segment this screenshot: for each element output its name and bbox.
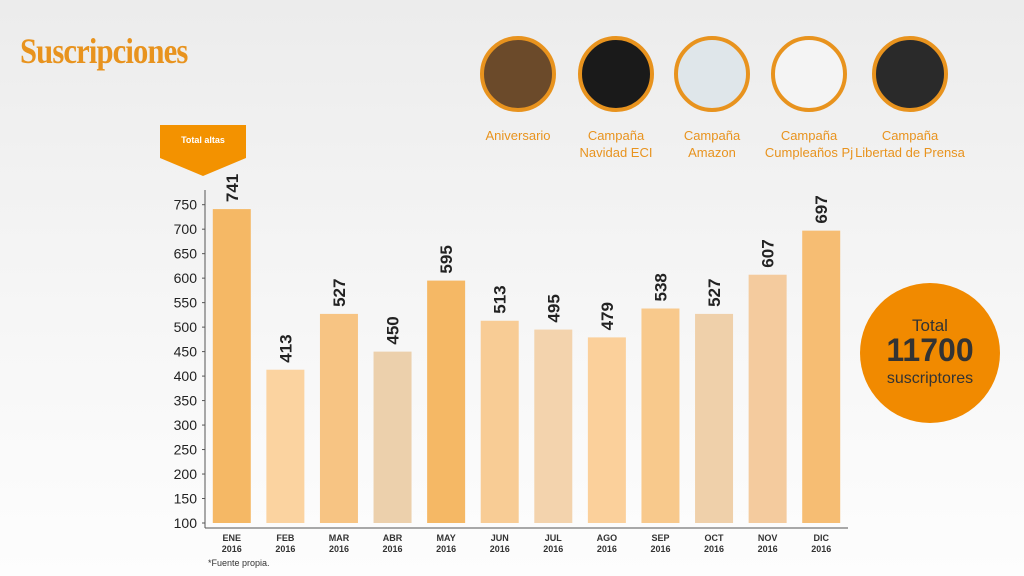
campaign-image xyxy=(872,36,948,112)
bar xyxy=(534,329,573,523)
y-tick-label: 500 xyxy=(174,319,198,335)
value-label: 697 xyxy=(812,195,831,223)
y-tick-label: 100 xyxy=(174,515,198,531)
highlight-label: Total altas xyxy=(181,135,225,145)
x-tick-label: AGO 2016 xyxy=(596,533,618,554)
value-label: 538 xyxy=(651,273,670,301)
bar xyxy=(748,274,787,523)
y-tick-label: 750 xyxy=(174,197,198,213)
x-tick-label: ENE 2016 xyxy=(221,533,242,554)
bar xyxy=(373,351,412,523)
x-tick-label: ABR 2016 xyxy=(382,533,403,554)
x-tick-label: FEB 2016 xyxy=(275,533,296,554)
value-label: 495 xyxy=(544,294,563,322)
x-tick-label: DIC 2016 xyxy=(811,533,832,554)
campaign-label: Cumpleaños Pj xyxy=(764,145,854,160)
x-tick-label: JUL 2016 xyxy=(543,533,564,554)
value-label: 479 xyxy=(598,302,617,330)
y-tick-label: 350 xyxy=(174,393,198,409)
value-label: 413 xyxy=(276,334,295,362)
total-label: Total xyxy=(912,316,948,335)
value-label: 450 xyxy=(384,316,403,344)
value-label: 607 xyxy=(759,239,778,267)
campaign-label: Libertad de Prensa xyxy=(855,145,965,160)
bar xyxy=(266,369,305,523)
x-tick-label: OCT 2016 xyxy=(704,533,725,554)
total-circle xyxy=(860,283,1000,423)
bar xyxy=(427,280,466,523)
total-unit: suscriptores xyxy=(886,370,974,387)
campaign-image xyxy=(578,36,654,112)
campaign-label: Campaña xyxy=(683,128,741,143)
campaign-image xyxy=(480,36,556,112)
y-tick-label: 250 xyxy=(174,442,198,458)
campaign-label: Aniversario xyxy=(485,128,551,143)
bar xyxy=(587,337,626,523)
x-tick-label: NOV 2016 xyxy=(757,533,778,554)
total-value: 11700 xyxy=(886,332,974,368)
y-tick-label: 200 xyxy=(174,466,198,482)
bar xyxy=(641,308,680,523)
value-label: 527 xyxy=(705,279,724,307)
campaign-images xyxy=(480,36,948,112)
campaign-image xyxy=(771,36,847,112)
campaign-label: Campaña xyxy=(881,128,939,143)
bar xyxy=(695,313,734,523)
highlight-arrow xyxy=(160,125,246,176)
campaign-label: Amazon xyxy=(688,145,736,160)
x-tick-label: SEP 2016 xyxy=(650,533,671,554)
y-tick-label: 650 xyxy=(174,246,198,262)
y-tick-label: 550 xyxy=(174,295,198,311)
bar xyxy=(802,230,841,524)
value-label: 741 xyxy=(223,174,242,202)
x-tick-label: JUN 2016 xyxy=(489,533,510,554)
y-tick-label: 450 xyxy=(174,344,198,360)
bar xyxy=(212,209,251,524)
x-tick-label: MAY 2016 xyxy=(436,533,457,554)
y-tick-label: 600 xyxy=(174,270,198,286)
y-tick-label: 150 xyxy=(174,491,198,507)
y-tick-label: 300 xyxy=(174,417,198,433)
value-label: 595 xyxy=(437,245,456,273)
y-tick-label: 400 xyxy=(174,368,198,384)
campaign-label: Navidad ECI xyxy=(579,145,653,160)
title: Suscripciones xyxy=(20,31,188,71)
campaign-image xyxy=(674,36,750,112)
campaign-label: Campaña xyxy=(587,128,645,143)
value-label: 527 xyxy=(330,279,349,307)
value-label: 513 xyxy=(491,285,510,313)
footnote: *Fuente propia. xyxy=(208,558,270,568)
x-tick-label: MAR 2016 xyxy=(328,533,350,554)
bar xyxy=(480,320,519,523)
campaign-label: Campaña xyxy=(780,128,838,143)
bar xyxy=(319,313,358,523)
y-tick-label: 700 xyxy=(174,221,198,237)
